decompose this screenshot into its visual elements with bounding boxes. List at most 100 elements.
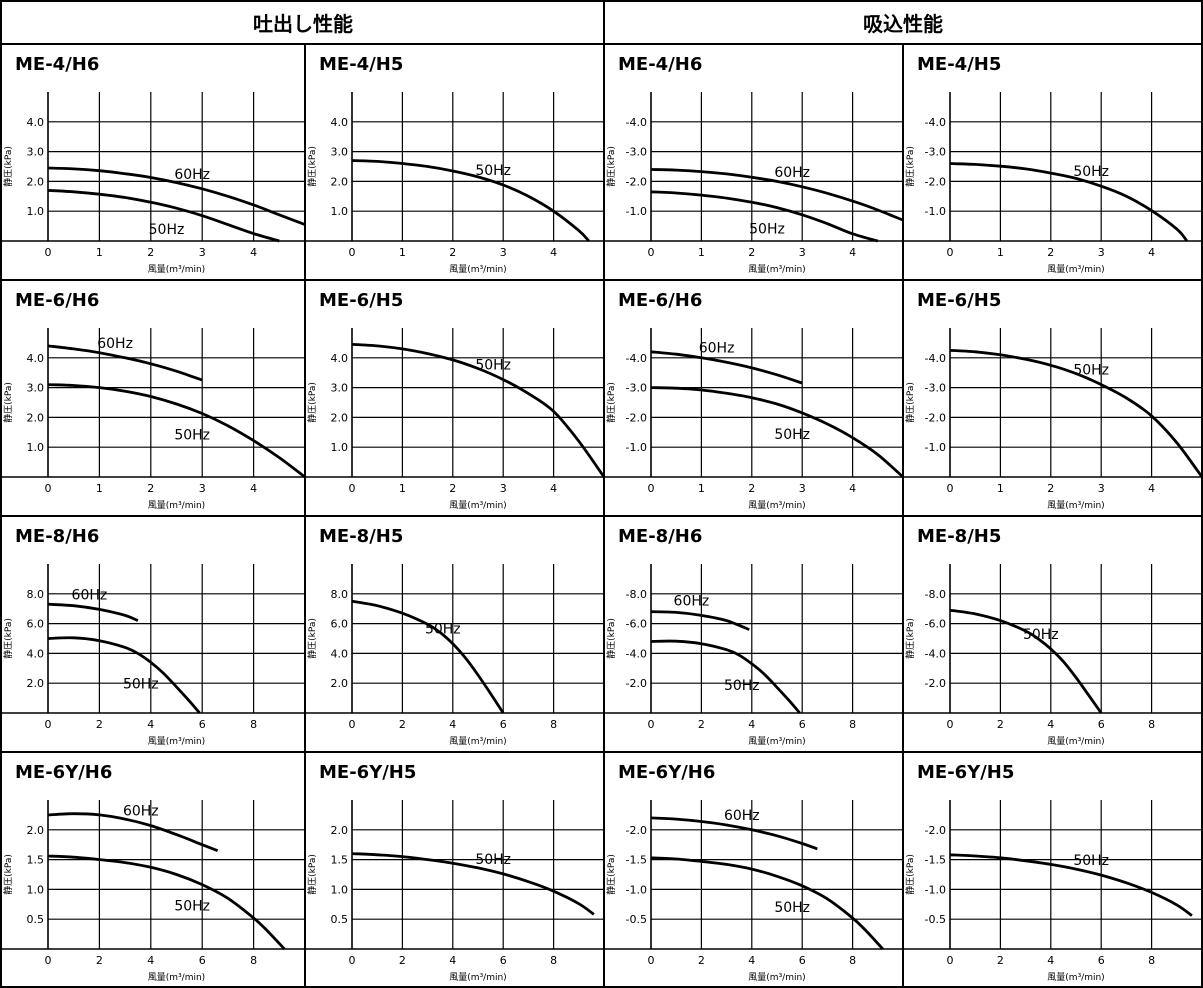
x-tick-label: 8 <box>550 718 557 731</box>
y-tick-label: -2.0 <box>925 411 946 424</box>
chart-panel: ME-4/H5 -1.0 -2.0 -3.0 -4.0 0 1 2 3 4 風量(m³/min) 静圧… <box>903 54 1202 281</box>
x-tick-label: 6 <box>199 954 206 967</box>
x-tick-label: 1 <box>698 246 705 259</box>
x-axis-label: 風量(m³/min) <box>148 972 205 983</box>
series-label: 50Hz <box>174 428 210 444</box>
y-tick-label: 1.5 <box>331 854 349 867</box>
chart-title: ME-6Y/H6 <box>618 762 715 783</box>
x-tick-label: 2 <box>147 482 154 495</box>
y-tick-label: 2.0 <box>27 175 45 188</box>
x-axis-label: 風量(m³/min) <box>748 972 805 983</box>
y-tick-label: 2.0 <box>27 411 45 424</box>
x-tick-label: 2 <box>399 954 406 967</box>
y-tick-label: -8.0 <box>626 588 647 601</box>
x-tick-label: 6 <box>799 718 806 731</box>
y-tick-label: 2.0 <box>331 411 349 424</box>
y-tick-label: 8.0 <box>27 588 45 601</box>
chart-panel: ME-8/H6 -2.0 -4.0 -6.0 -8.0 0 2 4 6 8 風量(m³/min) 静圧… <box>604 516 904 753</box>
x-tick-label: 4 <box>147 954 154 967</box>
x-axis-label: 風量(m³/min) <box>449 736 506 747</box>
chart-panel: ME-8/H6 2.0 4.0 6.0 8.0 0 2 4 6 8 風量(m³/min) 静圧(kPa… <box>1 516 306 753</box>
x-tick-label: 8 <box>250 718 257 731</box>
x-tick-label: 4 <box>1047 718 1054 731</box>
y-tick-label: 1.5 <box>27 854 45 867</box>
series-label: 60Hz <box>774 165 810 181</box>
chart-panel: ME-6Y/H5 -0.5 -1.0 -1.5 -2.0 0 2 4 6 8 風量(m³/min) 静… <box>903 762 1202 983</box>
x-tick-label: 1 <box>96 246 103 259</box>
x-tick-label: 0 <box>947 482 954 495</box>
x-tick-label: 0 <box>349 718 356 731</box>
y-tick-label: 2.0 <box>27 824 45 837</box>
series-curve-50Hz <box>351 599 505 714</box>
series-label: 50Hz <box>149 222 185 238</box>
x-tick-label: 0 <box>45 482 52 495</box>
chart-title: ME-6/H5 <box>917 290 1001 311</box>
series-label: 50Hz <box>123 676 159 692</box>
x-axis-label: 風量(m³/min) <box>748 264 805 275</box>
chart-panel: ME-6/H5 1.0 2.0 3.0 4.0 0 1 2 3 4 風量(m³/min) 静圧(kPa… <box>305 290 606 517</box>
y-tick-label: 4.0 <box>27 647 45 660</box>
chart-title: ME-8/H5 <box>917 526 1001 547</box>
x-tick-label: 6 <box>199 718 206 731</box>
x-tick-label: 2 <box>147 246 154 259</box>
series-label: 60Hz <box>174 167 210 183</box>
chart-title: ME-8/H6 <box>15 526 99 547</box>
x-tick-label: 3 <box>500 482 507 495</box>
x-tick-label: 0 <box>648 246 655 259</box>
y-tick-label: 1.0 <box>27 441 45 454</box>
x-tick-label: 2 <box>698 718 705 731</box>
series-label: 60Hz <box>123 804 159 820</box>
y-tick-label: 1.0 <box>331 883 349 896</box>
series-label: 50Hz <box>1023 627 1059 643</box>
y-tick-label: 4.0 <box>27 352 45 365</box>
y-tick-label: -1.5 <box>626 854 647 867</box>
series-curve-50Hz <box>47 188 280 243</box>
y-tick-label: 2.0 <box>331 824 349 837</box>
x-tick-label: 0 <box>947 246 954 259</box>
chart-title: ME-4/H6 <box>15 54 99 75</box>
chart-panel: ME-6/H6 1.0 2.0 3.0 4.0 0 1 2 3 4 風量(m³/min) 静圧(kPa… <box>1 280 306 517</box>
x-tick-label: 0 <box>45 718 52 731</box>
x-tick-label: 4 <box>250 482 257 495</box>
series-label: 50Hz <box>1073 853 1109 869</box>
x-tick-label: 8 <box>550 954 557 967</box>
y-tick-label: -2.0 <box>626 677 647 690</box>
y-axis-label: 静圧(kPa) <box>306 382 318 423</box>
y-tick-label: -1.5 <box>925 854 946 867</box>
chart-panel: ME-4/H5 1.0 2.0 3.0 4.0 0 1 2 3 4 風量(m³/min) 静圧(kPa… <box>305 54 604 281</box>
x-tick-label: 3 <box>199 246 206 259</box>
y-tick-label: -4.0 <box>925 116 946 129</box>
y-axis-label: 静圧(kPa) <box>2 146 14 187</box>
series-curve-60Hz <box>650 816 818 851</box>
x-tick-label: 0 <box>349 246 356 259</box>
y-tick-label: -0.5 <box>925 913 946 926</box>
x-tick-label: 0 <box>947 718 954 731</box>
y-axis-label: 静圧(kPa) <box>904 854 916 895</box>
y-axis-label: 静圧(kPa) <box>2 382 14 423</box>
x-tick-label: 2 <box>449 246 456 259</box>
series-label: 60Hz <box>97 336 133 352</box>
series-curve-50Hz <box>650 639 801 714</box>
x-axis-label: 風量(m³/min) <box>748 736 805 747</box>
series-curve-60Hz <box>650 350 803 385</box>
chart-panel: ME-4/H6 1.0 2.0 3.0 4.0 0 1 2 3 4 風量(m³/min) 静圧(kPa… <box>1 44 306 281</box>
chart-panel: ME-6/H5 -1.0 -2.0 -3.0 -4.0 0 1 2 3 4 風量(m³/min) 静圧… <box>903 290 1203 517</box>
y-axis-label: 静圧(kPa) <box>306 854 318 895</box>
x-tick-label: 8 <box>1148 954 1155 967</box>
y-tick-label: -8.0 <box>925 588 946 601</box>
series-curve-50Hz <box>650 190 879 243</box>
y-tick-label: -4.0 <box>626 647 647 660</box>
y-tick-label: -2.0 <box>626 175 647 188</box>
x-tick-label: 4 <box>147 718 154 731</box>
y-tick-label: -2.0 <box>925 824 946 837</box>
x-tick-label: 3 <box>500 246 507 259</box>
series-curve-60Hz <box>650 168 904 222</box>
y-axis-label: 静圧(kPa) <box>306 618 318 659</box>
x-tick-label: 1 <box>997 482 1004 495</box>
chart-title: ME-8/H5 <box>319 526 403 547</box>
y-tick-label: -3.0 <box>925 146 946 159</box>
x-tick-label: 4 <box>449 954 456 967</box>
series-curve-50Hz <box>47 383 306 479</box>
series-label: 50Hz <box>1073 164 1109 180</box>
x-tick-label: 4 <box>849 246 856 259</box>
